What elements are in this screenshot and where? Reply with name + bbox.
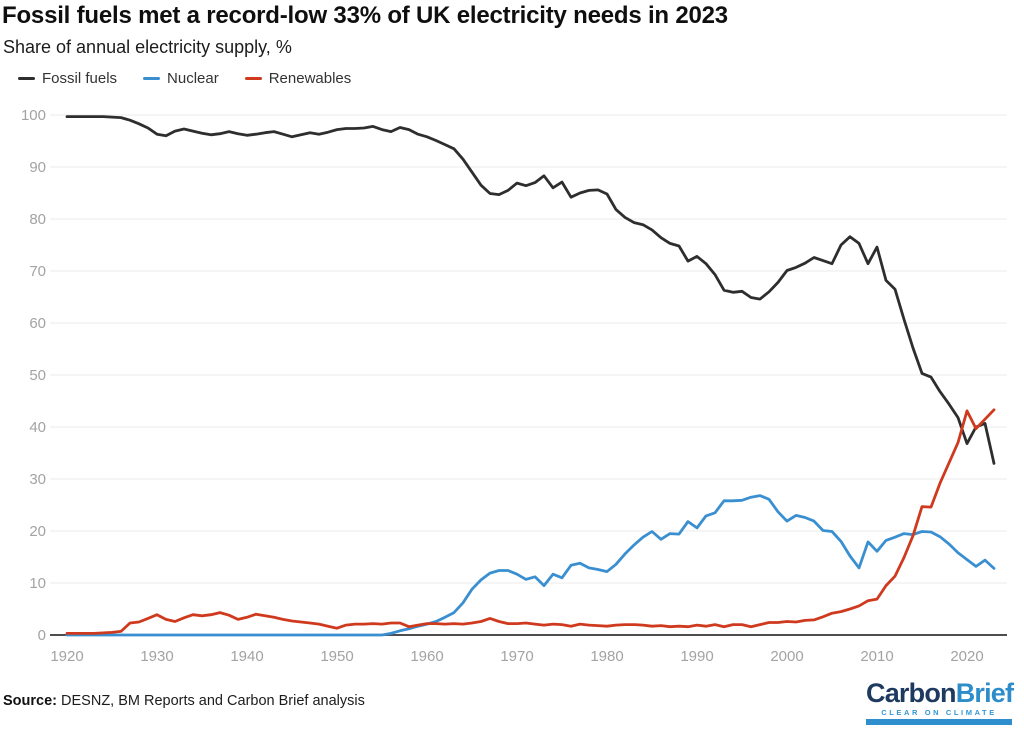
renewables-line-swatch-icon (244, 77, 262, 80)
y-tick-label: 0 (38, 627, 46, 644)
series-line-fossil-fuels (65, 115, 996, 465)
x-tick-label: 2000 (770, 648, 803, 665)
y-tick-label: 70 (29, 263, 46, 280)
legend-label-renewables: Renewables (268, 70, 352, 87)
legend: Fossil fuels Nuclear Renewables (18, 70, 351, 87)
legend-item-fossil-fuels: Fossil fuels (18, 70, 117, 87)
y-tick-label: 30 (29, 471, 46, 488)
x-tick-label: 1930 (140, 648, 173, 665)
source-text: DESNZ, BM Reports and Carbon Brief analy… (57, 693, 365, 709)
x-tick-label: 1920 (50, 648, 83, 665)
x-tick-label: 1990 (680, 648, 713, 665)
chart-subtitle: Share of annual electricity supply, % (3, 37, 292, 57)
source-label: Source: (3, 693, 57, 709)
logo-tagline: CLEAR ON CLIMATE (881, 708, 997, 718)
series-line-renewables (65, 408, 996, 635)
y-tick-label: 50 (29, 367, 46, 384)
x-tick-label: 2010 (860, 648, 893, 665)
line-chart: 0 10 20 30 40 50 60 70 80 90 100 1920 1930 1940 1950 19… (21, 107, 1007, 665)
x-tick-label: 1970 (500, 648, 533, 665)
y-tick-label: 60 (29, 315, 46, 332)
x-tick-label: 1960 (410, 648, 443, 665)
logo-underline-bar (866, 719, 1012, 726)
x-tick-label: 1940 (230, 648, 263, 665)
x-tick-label: 1980 (590, 648, 623, 665)
legend-item-renewables: Renewables (244, 70, 352, 87)
y-tick-label: 10 (29, 575, 46, 592)
series-line-nuclear (65, 494, 996, 637)
carbon-brief-logo: CarbonBrief CLEAR ON CLIMATE (866, 678, 1014, 726)
legend-label-fossil-fuels: Fossil fuels (42, 70, 118, 87)
x-tick-label: 2020 (950, 648, 983, 665)
logo-word-carbon: Carbon (866, 678, 957, 708)
x-tick-label: 1950 (320, 648, 353, 665)
logo-word-brief: Brief (955, 678, 1014, 708)
legend-label-nuclear: Nuclear (167, 70, 219, 87)
legend-item-nuclear: Nuclear (143, 70, 219, 87)
fossil-fuels-line-swatch-icon (18, 77, 35, 80)
y-tick-label: 90 (29, 159, 46, 176)
source-note: Source: DESNZ, BM Reports and Carbon Bri… (3, 693, 365, 709)
logo-wordmark: CarbonBrief (866, 678, 1014, 708)
nuclear-line-swatch-icon (143, 77, 161, 80)
chart-title: Fossil fuels met a record-low 33% of UK … (2, 2, 728, 29)
y-tick-label: 40 (29, 419, 46, 436)
y-tick-label: 100 (21, 107, 46, 124)
y-tick-label: 20 (29, 523, 46, 540)
y-tick-label: 80 (29, 211, 46, 228)
